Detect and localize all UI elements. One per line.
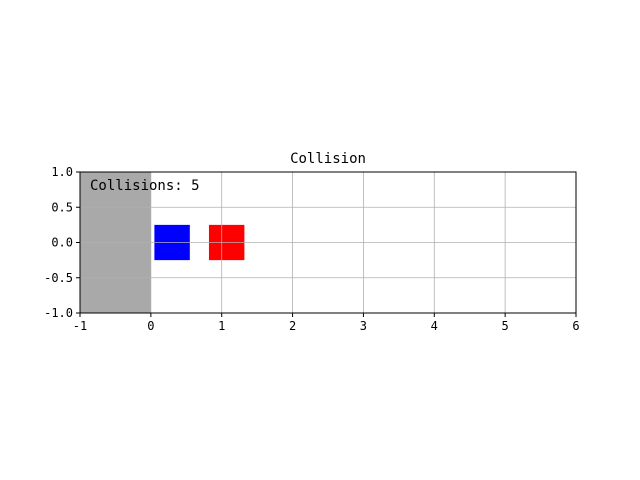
x-tick-label: 4 <box>431 319 438 333</box>
y-tick-label: 1.0 <box>51 165 73 179</box>
x-tick-label: 0 <box>147 319 154 333</box>
x-tick-label: 3 <box>360 319 367 333</box>
y-tick-label: -1.0 <box>44 306 73 320</box>
y-tick-label: -0.5 <box>44 271 73 285</box>
chart-title: Collision <box>290 151 366 167</box>
x-tick-label: 6 <box>572 319 579 333</box>
x-tick-label: 5 <box>502 319 509 333</box>
x-tick-label: -1 <box>73 319 87 333</box>
y-tick-label: 0.0 <box>51 236 73 250</box>
collision-counter: Collisions: 5 <box>90 178 200 194</box>
x-tick-label: 2 <box>289 319 296 333</box>
x-tick-label: 1 <box>218 319 225 333</box>
y-tick-label: 0.5 <box>51 200 73 214</box>
